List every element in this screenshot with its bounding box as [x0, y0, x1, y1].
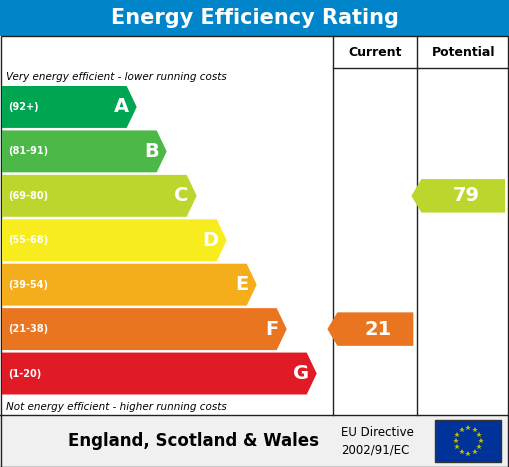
- Text: Very energy efficient - lower running costs: Very energy efficient - lower running co…: [6, 72, 227, 82]
- Text: England, Scotland & Wales: England, Scotland & Wales: [68, 432, 319, 450]
- Text: (1-20): (1-20): [8, 368, 41, 379]
- Text: C: C: [174, 186, 189, 205]
- Polygon shape: [2, 130, 166, 172]
- Polygon shape: [327, 312, 413, 346]
- Polygon shape: [2, 86, 137, 128]
- Polygon shape: [411, 179, 505, 212]
- Text: EU Directive
2002/91/EC: EU Directive 2002/91/EC: [341, 425, 414, 457]
- Polygon shape: [2, 353, 317, 395]
- Text: 79: 79: [453, 186, 479, 205]
- Text: (92+): (92+): [8, 102, 39, 112]
- Polygon shape: [2, 219, 227, 261]
- Bar: [1, 35, 508, 416]
- Polygon shape: [2, 175, 196, 217]
- Text: (81-91): (81-91): [8, 146, 48, 156]
- Polygon shape: [2, 308, 287, 350]
- Text: E: E: [236, 275, 249, 294]
- Text: Energy Efficiency Rating: Energy Efficiency Rating: [110, 8, 399, 28]
- Text: (69-80): (69-80): [8, 191, 48, 201]
- Text: (55-68): (55-68): [8, 235, 48, 245]
- Text: G: G: [293, 364, 309, 383]
- Bar: [435, 420, 501, 462]
- Text: 21: 21: [365, 319, 392, 339]
- Polygon shape: [2, 264, 257, 305]
- Text: Not energy efficient - higher running costs: Not energy efficient - higher running co…: [6, 402, 227, 412]
- Text: Potential: Potential: [432, 45, 495, 58]
- Bar: [0, 415, 509, 467]
- Text: D: D: [203, 231, 219, 250]
- Bar: [0, 0, 509, 36]
- Text: (39-54): (39-54): [8, 280, 48, 290]
- Text: B: B: [144, 142, 159, 161]
- Text: F: F: [266, 319, 279, 339]
- Text: A: A: [114, 98, 129, 116]
- Text: Current: Current: [349, 45, 402, 58]
- Text: (21-38): (21-38): [8, 324, 48, 334]
